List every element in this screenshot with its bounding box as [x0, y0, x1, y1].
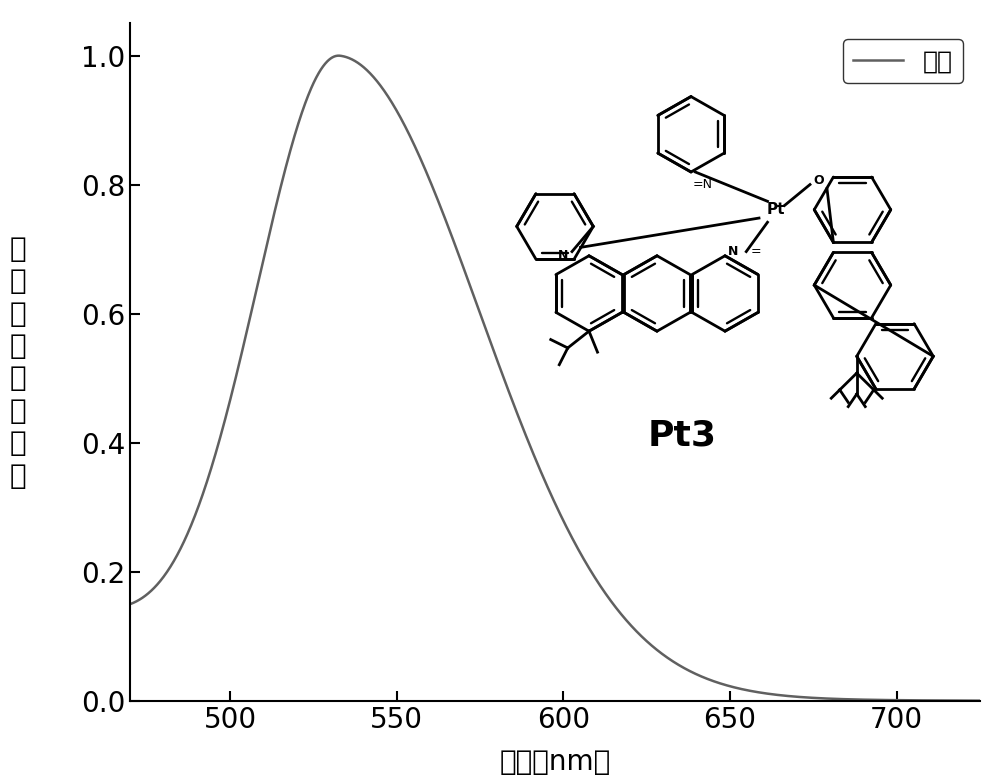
Legend: 室温: 室温 — [843, 39, 963, 83]
Y-axis label: 归
一
化
的
发
光
强
度: 归 一 化 的 发 光 强 度 — [10, 234, 27, 490]
X-axis label: 波长（nm）: 波长（nm） — [499, 748, 611, 776]
